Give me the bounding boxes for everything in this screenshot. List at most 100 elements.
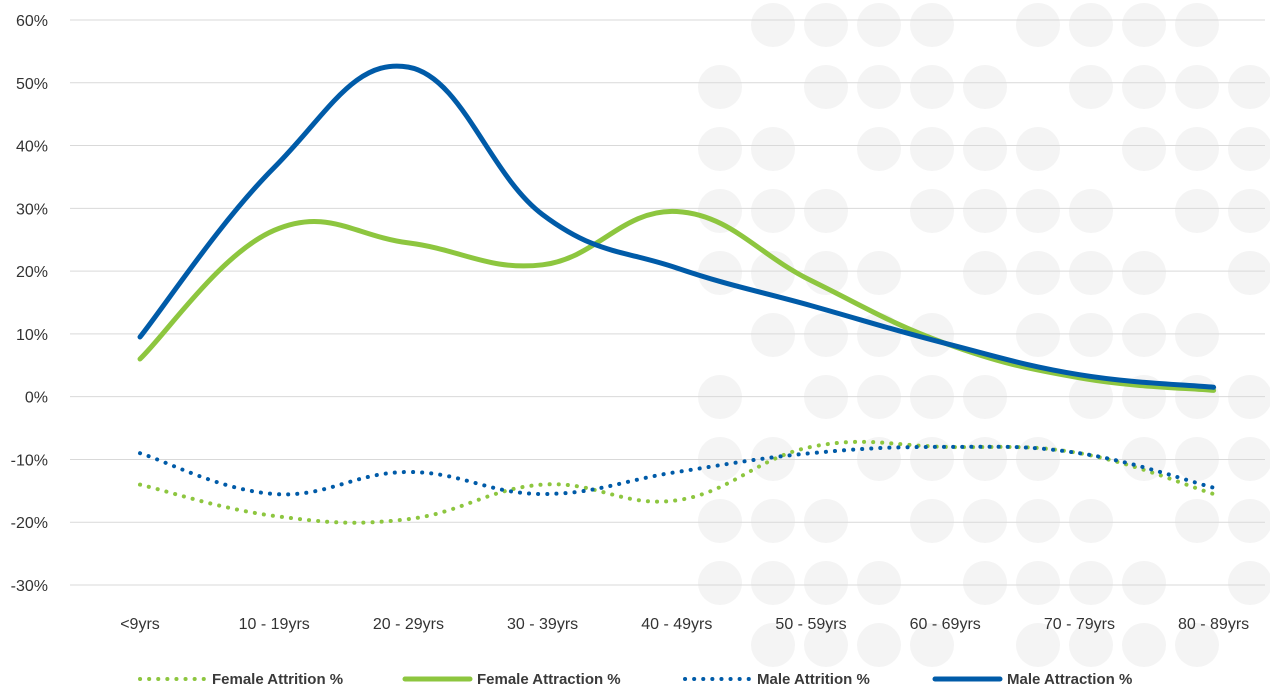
background-dot (1016, 313, 1060, 357)
y-tick-label: 60% (16, 13, 48, 30)
legend-item-male-attraction: Male Attraction % (932, 671, 1132, 688)
legend-item-female-attraction: Female Attraction % (402, 671, 621, 688)
x-tick-label: 60 - 69yrs (910, 616, 981, 633)
x-tick-label: 40 - 49yrs (641, 616, 712, 633)
y-tick-label: -20% (11, 515, 48, 532)
x-tick-label: 10 - 19yrs (239, 616, 310, 633)
background-dot (751, 189, 795, 233)
background-dot (804, 189, 848, 233)
background-dot (1175, 127, 1219, 171)
x-tick-label: 20 - 29yrs (373, 616, 444, 633)
background-dot (698, 127, 742, 171)
background-dot (963, 127, 1007, 171)
legend-label: Female Attrition % (212, 671, 343, 688)
series-line-male-attrition (138, 444, 1216, 497)
background-dot (1069, 313, 1113, 357)
series-line-male-attraction (137, 63, 1217, 390)
y-tick-label: -30% (11, 578, 48, 595)
background-dot (1016, 499, 1060, 543)
background-dot (1069, 3, 1113, 47)
background-dot (910, 3, 954, 47)
series-line-female-attraction (137, 208, 1217, 393)
background-dot (1069, 251, 1113, 295)
background-dot (698, 65, 742, 109)
background-dot (963, 189, 1007, 233)
x-tick-label: <9yrs (120, 616, 160, 633)
background-dot (804, 561, 848, 605)
background-dot (1069, 189, 1113, 233)
background-dot (1228, 65, 1270, 109)
background-dot (751, 313, 795, 357)
background-dot (1228, 189, 1270, 233)
background-dot (804, 65, 848, 109)
background-dot (1016, 623, 1060, 667)
background-dot (1122, 127, 1166, 171)
series-line-female-attrition (138, 439, 1216, 525)
legend-label: Female Attraction % (477, 671, 621, 688)
y-tick-label: 50% (16, 76, 48, 93)
background-dot (1122, 3, 1166, 47)
y-axis: 60% 50% 40% 30% 20% 10% 0% -10% -20% -30% (11, 13, 48, 595)
background-dot (1228, 561, 1270, 605)
background-dot (1175, 65, 1219, 109)
x-tick-label: 80 - 89yrs (1178, 616, 1249, 633)
y-tick-label: 40% (16, 139, 48, 156)
background-dot (804, 499, 848, 543)
y-tick-label: -10% (11, 452, 48, 469)
x-tick-label: 50 - 59yrs (775, 616, 846, 633)
background-dot (857, 3, 901, 47)
background-dot (963, 251, 1007, 295)
background-dot (698, 189, 742, 233)
background-dot (910, 189, 954, 233)
background-dot (1069, 561, 1113, 605)
background-dot (963, 65, 1007, 109)
background-dot (804, 313, 848, 357)
background-dot (751, 3, 795, 47)
background-dot (963, 561, 1007, 605)
background-dot (698, 561, 742, 605)
background-dot (751, 127, 795, 171)
background-dot (910, 127, 954, 171)
y-tick-label: 10% (16, 327, 48, 344)
x-axis: <9yrs 10 - 19yrs 20 - 29yrs 30 - 39yrs 40 - … (120, 616, 1249, 633)
x-tick-label: 70 - 79yrs (1044, 616, 1115, 633)
background-dot (1069, 623, 1113, 667)
background-dot (1122, 251, 1166, 295)
legend-label: Male Attraction % (1007, 671, 1132, 688)
y-tick-label: 30% (16, 201, 48, 218)
gridlines (70, 19, 1265, 586)
background-dot (857, 561, 901, 605)
background-dot (1016, 127, 1060, 171)
background-dot (857, 251, 901, 295)
legend: Female Attrition % Female Attraction % Mal… (138, 671, 1132, 688)
background-dot (751, 499, 795, 543)
background-dot (1016, 189, 1060, 233)
legend-label: Male Attrition % (757, 671, 870, 688)
background-dot (751, 623, 795, 667)
background-dot (910, 313, 954, 357)
background-dot (1069, 65, 1113, 109)
background-dot (698, 251, 742, 295)
background-dot (1122, 561, 1166, 605)
y-tick-label: 20% (16, 264, 48, 281)
legend-item-female-attrition: Female Attrition % (138, 671, 343, 688)
background-dot (963, 499, 1007, 543)
background-dot (1122, 313, 1166, 357)
x-tick-label: 30 - 39yrs (507, 616, 578, 633)
background-dot (804, 623, 848, 667)
background-dot (1175, 189, 1219, 233)
background-dot (698, 499, 742, 543)
background-dot (1122, 623, 1166, 667)
background-dot (910, 65, 954, 109)
background-dot (1016, 561, 1060, 605)
background-dot (1228, 127, 1270, 171)
background-dot (1016, 3, 1060, 47)
background-dot (910, 499, 954, 543)
background-dot (1228, 251, 1270, 295)
background-dot (1175, 313, 1219, 357)
y-tick-label: 0% (25, 390, 48, 407)
background-dot (751, 561, 795, 605)
series-lines (137, 63, 1217, 525)
background-dot (804, 3, 848, 47)
